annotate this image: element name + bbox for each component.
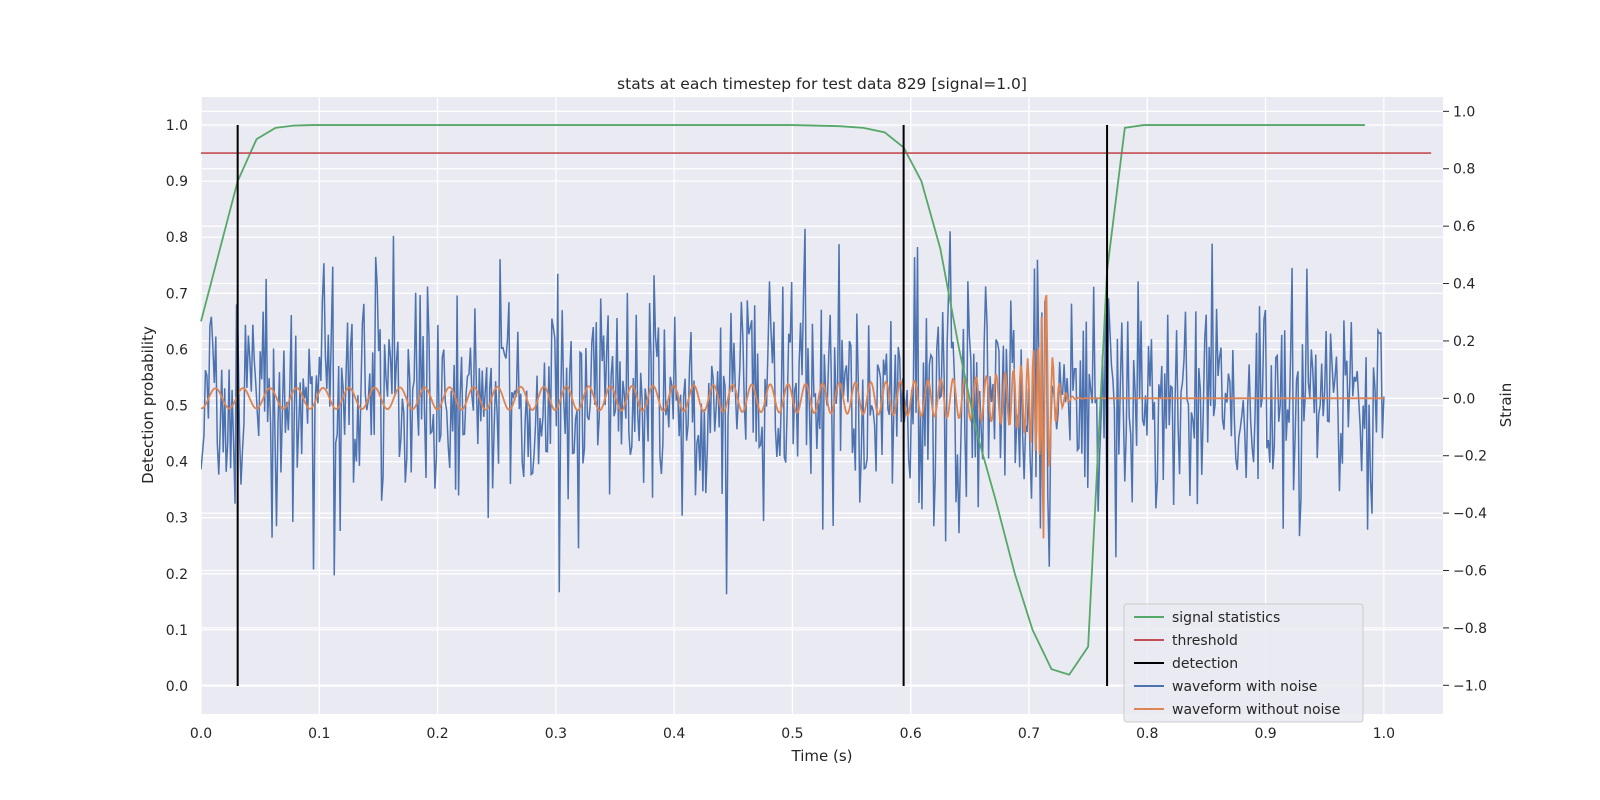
y-right-tick-label: 0.4 xyxy=(1453,277,1475,293)
y-right-tick-label: −0.6 xyxy=(1453,564,1487,580)
series-waveform-with-noise xyxy=(201,228,1385,595)
x-tick-label: 0.3 xyxy=(545,726,567,742)
y-left-tick-label: 0.4 xyxy=(166,455,188,471)
y-right-tick-label: 0.8 xyxy=(1453,162,1475,178)
y-left-tick-label: 0.2 xyxy=(166,567,188,583)
legend-label-threshold: threshold xyxy=(1172,633,1238,649)
x-axis-title: Time (s) xyxy=(791,747,853,765)
y-left-tick-label: 0.6 xyxy=(166,342,188,358)
tick-labels: 0.0 0.1 0.2 0.3 0.4 0.5 0.6 0.7 0.8 0.9 1.0 0.0 0.1 0… xyxy=(166,104,1487,742)
x-tick-label: 0.9 xyxy=(1254,726,1276,742)
x-tick-label: 0.6 xyxy=(900,726,922,742)
x-tick-label: 0.7 xyxy=(1018,726,1040,742)
y-left-tick-label: 0.9 xyxy=(166,174,188,190)
y-left-tick-label: 0.3 xyxy=(166,511,188,527)
y-right-tick-label: 0.2 xyxy=(1453,334,1475,350)
legend-label-signal-statistics: signal statistics xyxy=(1172,610,1280,626)
x-tick-label: 1.0 xyxy=(1373,726,1395,742)
y-right-tick-label: 1.0 xyxy=(1453,104,1475,120)
legend-label-waveform-with-noise: waveform with noise xyxy=(1172,679,1317,695)
y-axis-left-title: Detection probability xyxy=(139,326,157,484)
y-left-tick-label: 0.0 xyxy=(166,679,188,695)
legend-box xyxy=(1123,603,1364,723)
y-left-tick-label: 0.1 xyxy=(166,623,188,639)
series-layer xyxy=(200,124,1432,686)
y-right-tick-label: −0.8 xyxy=(1453,621,1487,637)
chart-title: stats at each timestep for test data 829… xyxy=(617,75,1027,93)
y-left-tick-label: 0.8 xyxy=(166,230,188,246)
y-right-tick-label: −1.0 xyxy=(1453,678,1487,694)
y-axis-right-title: Strain xyxy=(1497,383,1515,427)
y-left-tick-label: 1.0 xyxy=(166,118,188,134)
x-tick-label: 0.1 xyxy=(308,726,330,742)
legend-label-waveform-without-noise: waveform without noise xyxy=(1172,702,1340,718)
x-tick-label: 0.2 xyxy=(426,726,448,742)
y-right-tick-label: 0.6 xyxy=(1453,219,1475,235)
series-signal-statistics xyxy=(200,124,1365,676)
y-left-tick-label: 0.7 xyxy=(166,286,188,302)
legend: signal statistics threshold detection wa… xyxy=(1123,603,1364,723)
y-right-tick-label: −0.4 xyxy=(1453,506,1487,522)
x-tick-label: 0.8 xyxy=(1136,726,1158,742)
y-right-tick-label: 0.0 xyxy=(1453,391,1475,407)
legend-label-detection: detection xyxy=(1172,656,1238,672)
series-waveform-without-noise xyxy=(201,294,1384,539)
x-tick-label: 0.0 xyxy=(190,726,212,742)
x-tick-label: 0.4 xyxy=(663,726,685,742)
y-left-tick-label: 0.5 xyxy=(166,399,188,415)
y-right-tick-label: −0.2 xyxy=(1453,449,1487,465)
x-tick-label: 0.5 xyxy=(781,726,803,742)
